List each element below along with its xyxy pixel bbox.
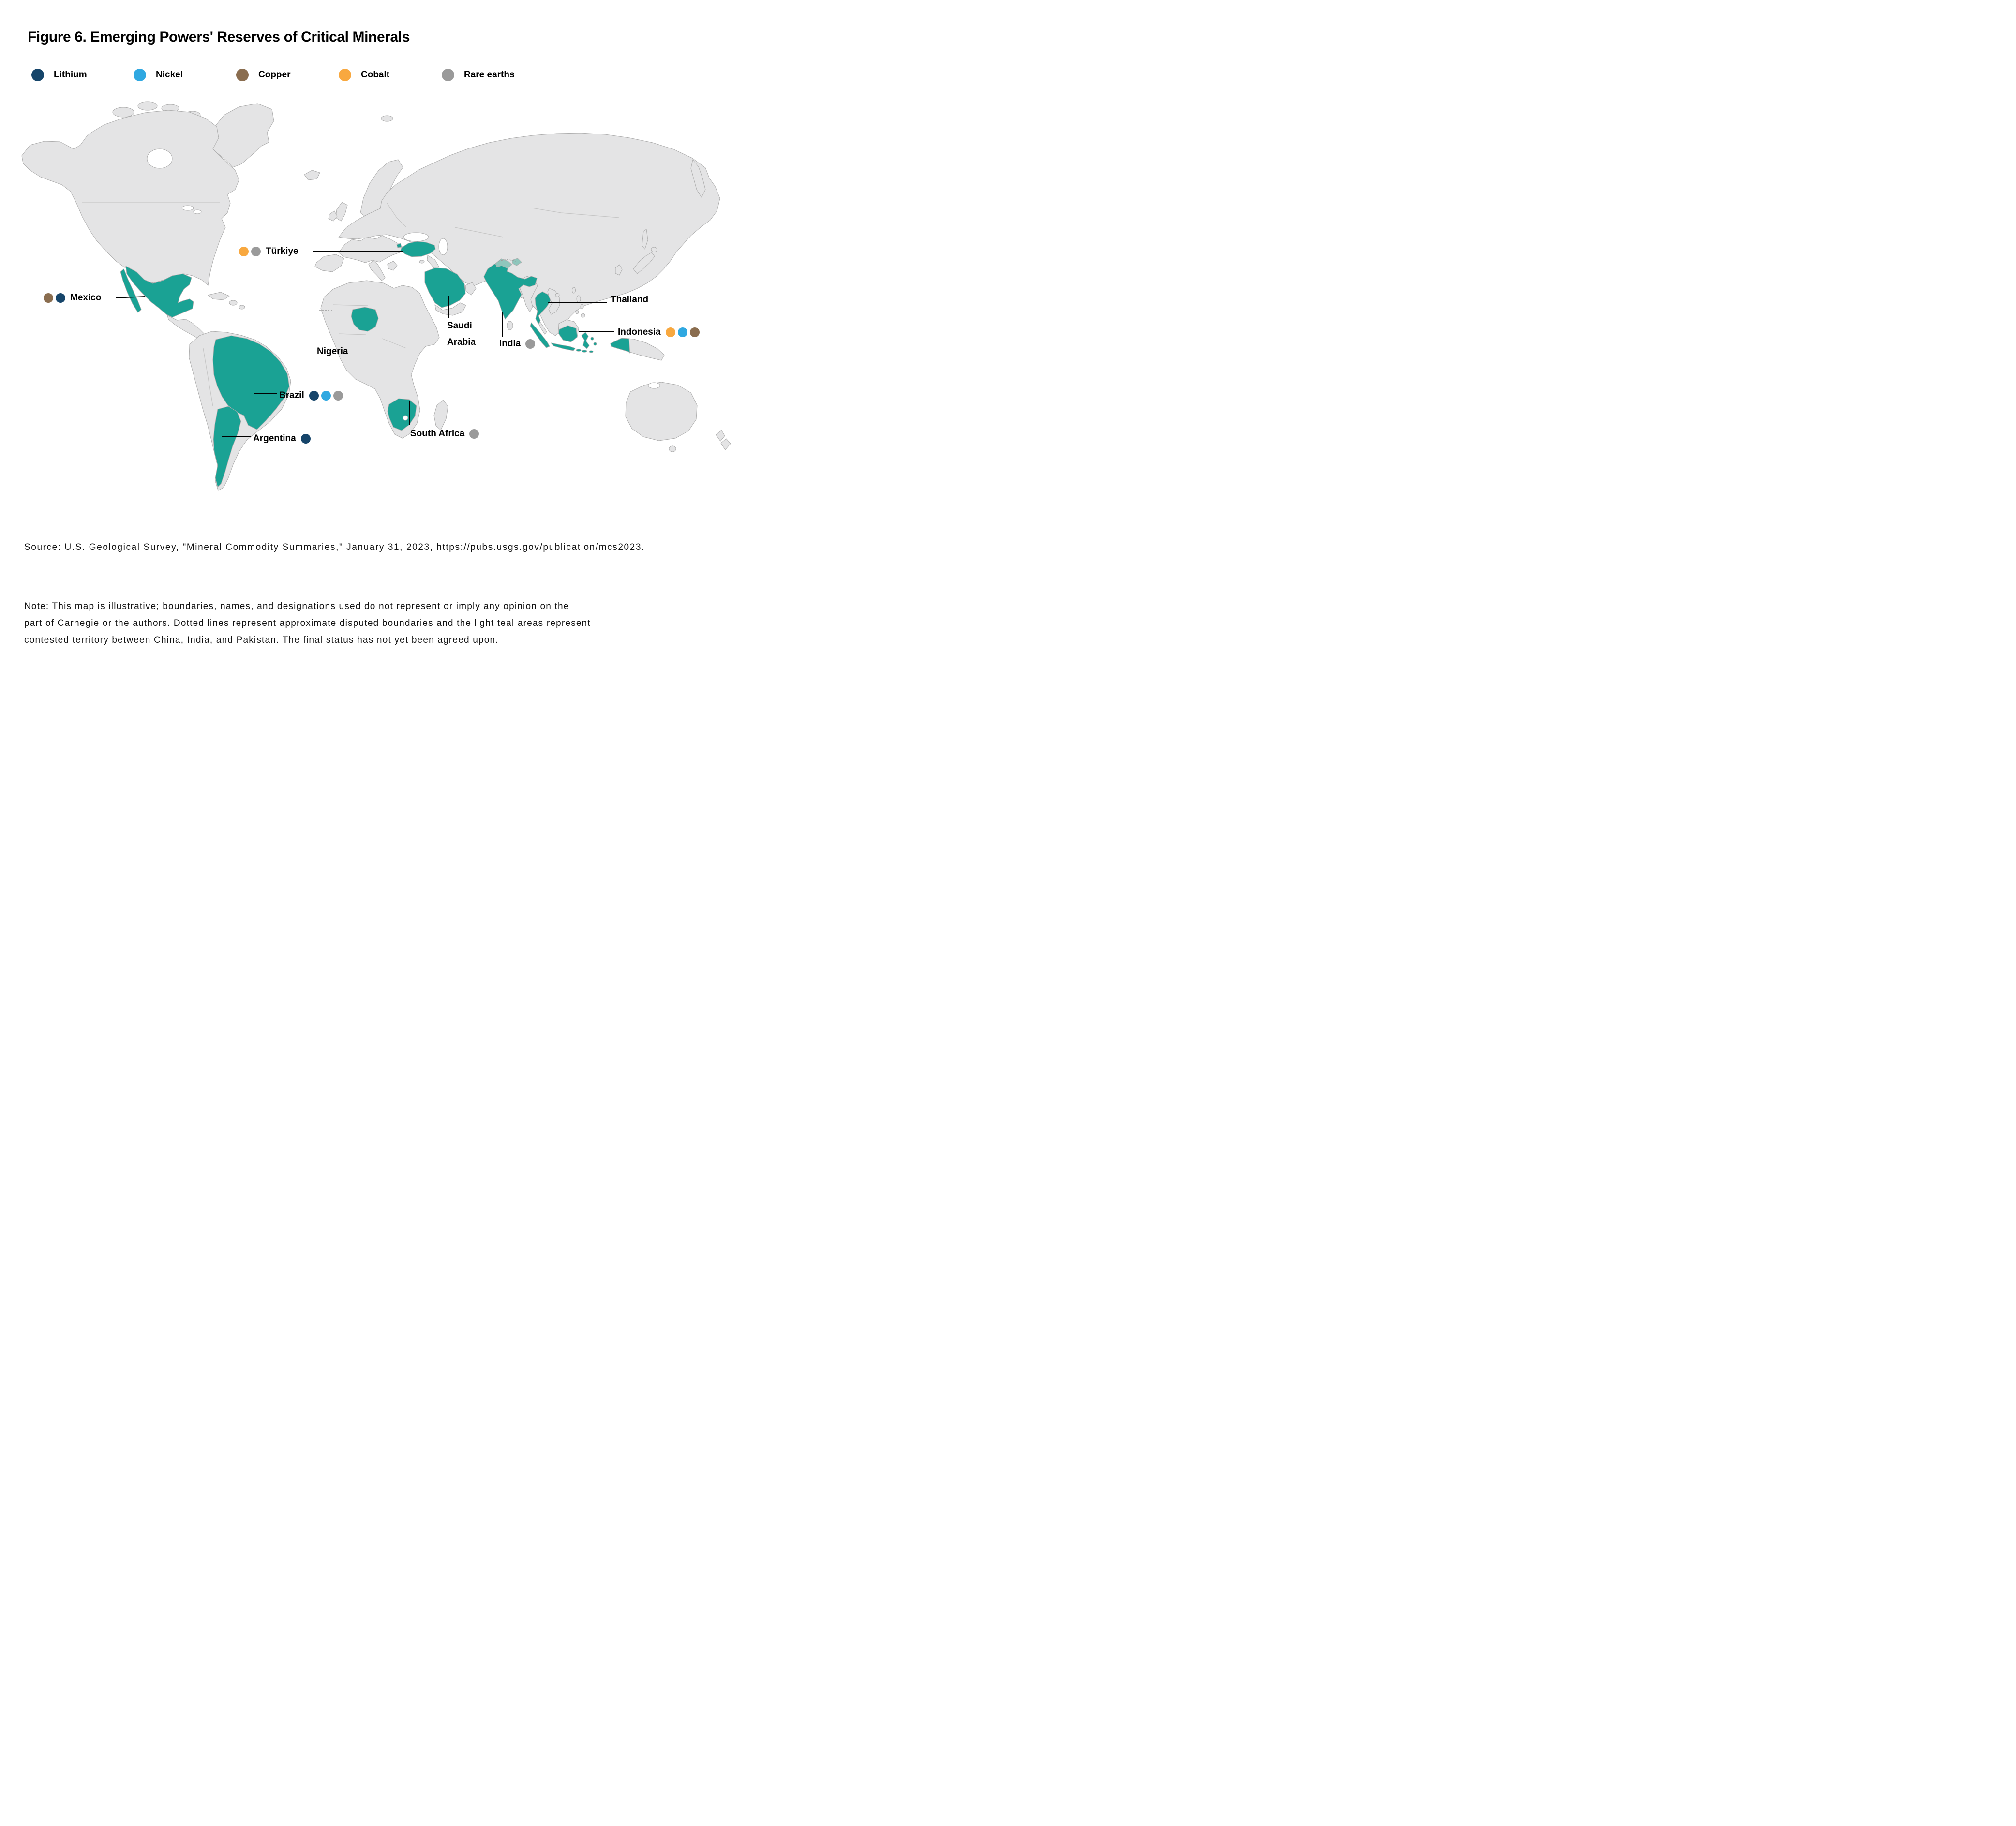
map-greenland: [211, 103, 274, 168]
copper-legend-dot-icon: [236, 69, 249, 81]
disputed-boundaries: [319, 259, 516, 311]
country-label-saudi-arabia: Saudi Arabia: [447, 318, 476, 351]
country-name-line: Arabia: [447, 337, 476, 347]
nickel-dot-icon: [677, 327, 687, 337]
note-line: Note: This map is illustrative; boundari…: [24, 601, 569, 611]
map-australia: [625, 382, 698, 441]
map-north-america: [21, 110, 239, 286]
map-country-indonesia-papua: [610, 338, 630, 354]
mineral-dots-south-africa: [469, 429, 479, 439]
rare-earths-dot-icon: [469, 429, 479, 439]
rare-earths-dot-icon: [525, 339, 536, 349]
country-label-argentina: Argentina: [253, 433, 311, 444]
leader-lines: [116, 251, 614, 437]
leader-mexico: [116, 296, 146, 298]
legend-item-rare-earths: Rare earths: [442, 69, 515, 81]
mineral-dots-brazil: [309, 391, 343, 401]
country-name: Türkiye: [266, 246, 299, 256]
map-country-mexico-baja: [120, 268, 142, 313]
country-name: Mexico: [70, 293, 102, 303]
lithium-legend-dot-icon: [31, 69, 44, 81]
map-lesotho: [403, 415, 408, 421]
world-map: [21, 101, 731, 491]
legend-label: Copper: [258, 70, 291, 80]
country-label-turkiye: Türkiye: [239, 246, 299, 257]
legend-label: Nickel: [156, 70, 183, 80]
country-name-line: Saudi: [447, 321, 472, 331]
legend-label: Cobalt: [361, 70, 390, 80]
legend-label: Rare earths: [464, 70, 515, 80]
legend-item-lithium: Lithium: [31, 69, 87, 81]
country-name: Indonesia: [618, 327, 661, 337]
lithium-dot-icon: [300, 434, 311, 444]
map-country-turkiye: [400, 241, 436, 257]
mineral-dots-argentina: [300, 434, 311, 444]
country-name: Thailand: [611, 295, 649, 305]
mineral-dots-india: [525, 339, 536, 349]
lithium-dot-icon: [56, 293, 65, 303]
rare-earths-dot-icon: [251, 247, 261, 256]
legend-item-cobalt: Cobalt: [339, 69, 389, 81]
source-text: Source: U.S. Geological Survey, "Mineral…: [24, 542, 645, 552]
country-name: Argentina: [253, 433, 296, 444]
map-country-saudi-arabia: [424, 267, 466, 308]
country-name: India: [499, 339, 521, 349]
country-label-thailand: Thailand: [611, 295, 648, 305]
map-country-indonesia-sulawesi: [581, 332, 590, 349]
highlighted-countries: [120, 241, 630, 488]
map-africa: [320, 280, 440, 439]
nickel-dot-icon: [321, 391, 331, 401]
country-label-india: India: [499, 339, 536, 349]
map-country-indonesia-kalimantan: [558, 325, 578, 342]
map-country-indonesia-java: [551, 342, 576, 351]
map-country-indonesia-sumatra: [530, 322, 550, 348]
country-label-mexico: Mexico: [44, 293, 101, 303]
country-name: Brazil: [279, 390, 304, 401]
nickel-legend-dot-icon: [134, 69, 146, 81]
rare-earths-dot-icon: [333, 391, 343, 401]
note-line: part of Carnegie or the authors. Dotted …: [24, 618, 591, 628]
map-country-mexico: [125, 266, 194, 318]
map-country-argentina: [213, 406, 241, 488]
copper-dot-icon: [689, 327, 700, 337]
country-label-south-africa: South Africa: [410, 429, 479, 439]
country-borders: [82, 202, 620, 407]
country-label-indonesia: Indonesia: [618, 327, 700, 338]
mineral-dots-turkiye: [239, 247, 261, 256]
cobalt-legend-dot-icon: [339, 69, 351, 81]
map-eurasia: [338, 133, 720, 336]
country-name: Nigeria: [317, 346, 348, 356]
legend-label: Lithium: [54, 70, 87, 80]
mineral-dots-indonesia: [665, 327, 700, 337]
map-country-thailand: [535, 291, 551, 325]
country-name: South Africa: [410, 429, 465, 439]
legend-item-nickel: Nickel: [134, 69, 183, 81]
map-country-nigeria: [351, 307, 379, 332]
legend-item-copper: Copper: [236, 69, 291, 81]
lithium-dot-icon: [309, 391, 319, 401]
note-line: contested territory between China, India…: [24, 635, 499, 645]
cobalt-dot-icon: [239, 247, 249, 256]
rare-earths-legend-dot-icon: [442, 69, 454, 81]
note-text: Note: This map is illustrative; boundari…: [24, 598, 591, 649]
figure-page: Figure 6. Emerging Powers' Reserves of C…: [0, 0, 747, 677]
figure-title: Figure 6. Emerging Powers' Reserves of C…: [28, 29, 410, 45]
cobalt-dot-icon: [665, 327, 675, 337]
copper-dot-icon: [44, 293, 53, 303]
country-label-nigeria: Nigeria: [317, 346, 348, 357]
map-country-brazil: [212, 335, 290, 430]
country-label-brazil: Brazil: [279, 390, 343, 401]
mineral-dots-mexico: [44, 293, 65, 303]
